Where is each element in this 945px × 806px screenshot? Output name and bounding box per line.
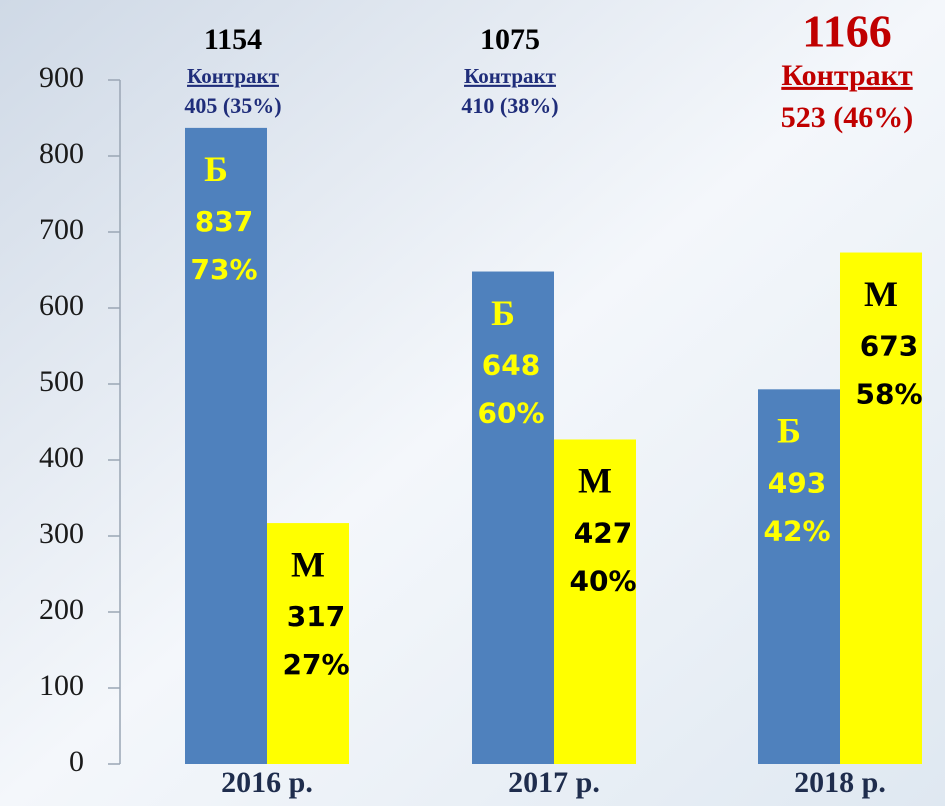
share-label: 60%	[477, 397, 544, 430]
value-label: 427	[574, 516, 632, 549]
bar	[840, 252, 922, 764]
value-label: 837	[195, 205, 253, 238]
total-label: 1075	[480, 23, 540, 56]
share-label: 42%	[763, 514, 830, 547]
value-label: 317	[287, 600, 345, 633]
y-tick-label: 900	[39, 61, 84, 94]
y-tick-label: 0	[69, 745, 84, 778]
value-label: 673	[860, 330, 918, 363]
contract-value: 405 (35%)	[184, 93, 281, 118]
bar	[554, 439, 636, 764]
value-label: 493	[768, 466, 826, 499]
share-label: 73%	[190, 253, 257, 286]
series-name: Б	[491, 293, 515, 333]
value-label: 648	[482, 349, 540, 382]
x-tick-label: 2018 р.	[794, 766, 886, 799]
y-tick-label: 600	[39, 289, 84, 322]
contract-label: Контракт	[187, 64, 280, 88]
bar	[185, 127, 267, 764]
x-tick-label: 2017 р.	[508, 766, 600, 799]
series-name: М	[864, 274, 898, 314]
total-label: 1166	[802, 6, 891, 57]
series-name: Б	[777, 411, 801, 451]
share-label: 40%	[569, 564, 636, 597]
x-tick-label: 2016 р.	[221, 766, 313, 799]
y-tick-label: 700	[39, 213, 84, 246]
y-tick-label: 100	[39, 669, 84, 702]
bar	[472, 271, 554, 764]
y-tick-label: 300	[39, 517, 84, 550]
series-name: М	[291, 544, 325, 584]
share-label: 27%	[282, 648, 349, 681]
share-label: 58%	[855, 378, 922, 411]
contract-value: 523 (46%)	[781, 101, 913, 134]
contract-label: Контракт	[781, 59, 913, 92]
y-tick-label: 200	[39, 593, 84, 626]
contract-label: Контракт	[464, 64, 557, 88]
series-name: М	[578, 461, 612, 501]
bar	[758, 389, 840, 764]
y-tick-label: 400	[39, 441, 84, 474]
y-tick-label: 800	[39, 137, 84, 170]
total-label: 1154	[204, 23, 262, 56]
contract-value: 410 (38%)	[461, 93, 558, 118]
series-name: Б	[204, 149, 228, 189]
bar	[267, 523, 349, 764]
y-tick-label: 500	[39, 365, 84, 398]
